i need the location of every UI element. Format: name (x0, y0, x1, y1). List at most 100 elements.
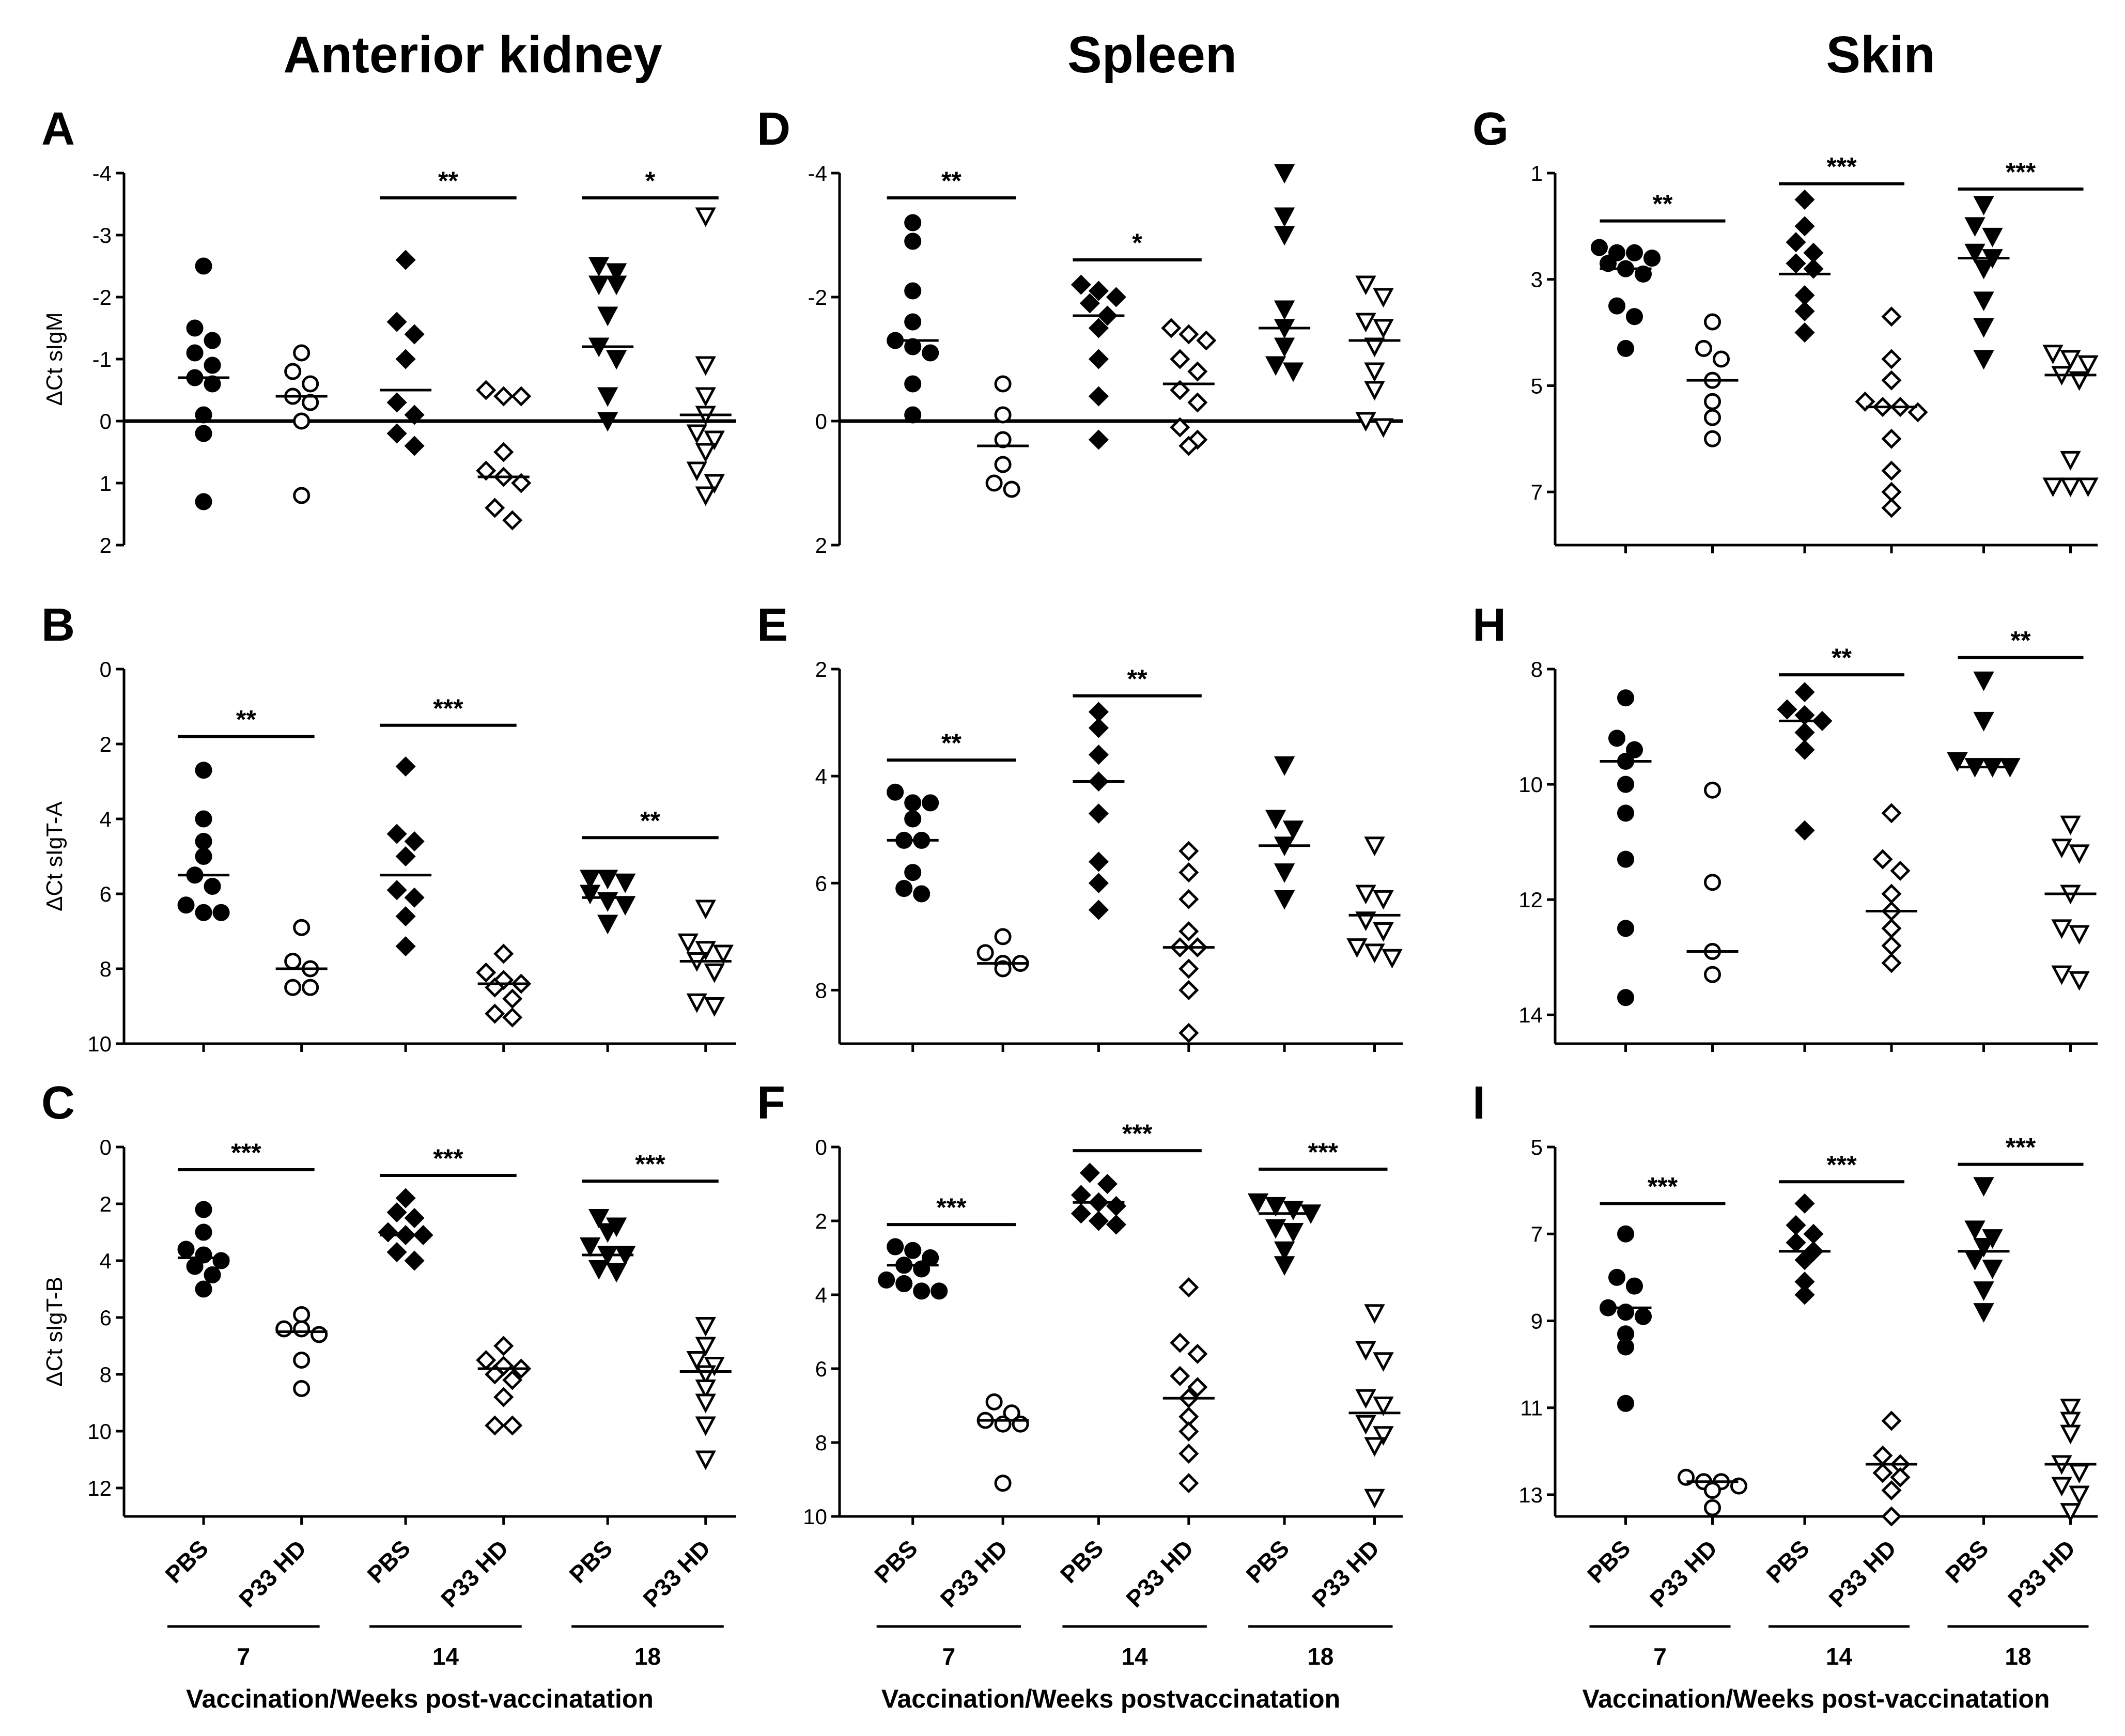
significance-label: *** (1308, 1138, 1339, 1167)
data-point (395, 756, 416, 777)
group-4 (1162, 841, 1215, 1043)
significance-label: ** (640, 806, 660, 835)
y-axis-label: ΔCt sIgT-B (42, 1277, 67, 1387)
data-point (1704, 313, 1721, 331)
data-point (704, 963, 725, 983)
data-point (976, 944, 994, 962)
y-tick-label: 12 (1518, 888, 1543, 912)
data-point (994, 456, 1012, 473)
y-tick-label: 1 (1531, 161, 1543, 185)
data-point (195, 406, 212, 424)
group-5 (1259, 756, 1311, 910)
data-point (1973, 196, 1994, 216)
data-point (1178, 1443, 1199, 1464)
data-point (1617, 989, 1634, 1006)
data-point (293, 1306, 311, 1323)
data-point (395, 906, 416, 927)
y-tick-label: 0 (815, 1135, 827, 1159)
data-point (579, 1237, 601, 1257)
data-point (1106, 1214, 1126, 1235)
data-point (1600, 255, 1617, 272)
data-point (1803, 242, 1824, 263)
data-point (1265, 356, 1286, 376)
data-point (712, 944, 734, 965)
data-point (1973, 1303, 1994, 1323)
y-tick-label: 10 (803, 1505, 827, 1529)
data-point (1355, 911, 1376, 932)
group-3 (1071, 274, 1126, 450)
group-label: PBS (160, 1535, 213, 1588)
data-point (2069, 1464, 2090, 1484)
data-point (1881, 482, 1902, 502)
group-label: PBS (564, 1535, 618, 1588)
data-point (1274, 1241, 1295, 1261)
data-point (2077, 477, 2099, 498)
data-point (404, 887, 425, 908)
y-tick-label: 7 (1531, 1222, 1543, 1246)
data-point (913, 885, 930, 903)
data-point (913, 1282, 930, 1300)
y-tick-label: -2 (808, 285, 827, 309)
data-point (476, 380, 497, 400)
data-point (677, 933, 699, 953)
data-point (985, 1393, 1003, 1411)
group-label: PBS (1940, 1535, 1994, 1588)
group-4 (476, 943, 532, 1028)
data-point (311, 1326, 328, 1343)
group-5 (579, 870, 636, 935)
group-5 (1247, 1193, 1322, 1276)
y-tick-label: 1 (100, 471, 112, 495)
data-point (1079, 1163, 1100, 1183)
group-2 (976, 1393, 1029, 1492)
data-point (695, 443, 716, 463)
data-point (1265, 810, 1286, 830)
group-4 (1161, 318, 1217, 456)
data-point (1170, 380, 1190, 400)
y-tick-label: 9 (1531, 1309, 1543, 1333)
data-point (1704, 430, 1721, 447)
data-point (1617, 339, 1634, 357)
data-point (1088, 318, 1109, 338)
data-point (1890, 1467, 1911, 1487)
y-tick-label: 2 (100, 732, 112, 756)
data-point (904, 282, 922, 300)
data-point (1355, 1415, 1376, 1435)
significance-label: ** (1127, 664, 1147, 693)
data-point (493, 442, 514, 462)
group-2 (977, 375, 1029, 498)
data-point (1274, 890, 1295, 910)
panel-letter-E: E (757, 599, 788, 651)
group-3 (380, 250, 432, 456)
y-tick-label: -4 (92, 161, 112, 185)
data-point (1178, 841, 1199, 861)
week-label: 7 (942, 1643, 956, 1670)
group-6 (1348, 1304, 1401, 1509)
data-point (404, 1207, 425, 1229)
group-2 (1686, 781, 1739, 983)
significance-label: ** (941, 166, 961, 195)
data-point (887, 1238, 904, 1256)
data-point (1794, 1284, 1815, 1305)
data-point (1265, 1197, 1286, 1217)
data-point (1088, 429, 1109, 450)
group-4 (1866, 1411, 1917, 1527)
significance-label: ** (236, 705, 256, 734)
data-point (1786, 253, 1806, 274)
data-point (1364, 1489, 1385, 1509)
data-point (177, 896, 195, 914)
data-point (1178, 436, 1199, 456)
data-point (2060, 1424, 2081, 1445)
group-label: PBS (1241, 1535, 1295, 1588)
data-point (476, 460, 497, 481)
data-point (1373, 418, 1394, 438)
data-point (1364, 943, 1385, 964)
y-tick-label: 0 (100, 657, 112, 681)
data-point (1187, 392, 1208, 413)
group-5 (1259, 164, 1311, 382)
data-point (1635, 1308, 1652, 1325)
data-point (212, 1252, 230, 1269)
week-label: 7 (1653, 1643, 1667, 1670)
data-point (1786, 232, 1806, 253)
